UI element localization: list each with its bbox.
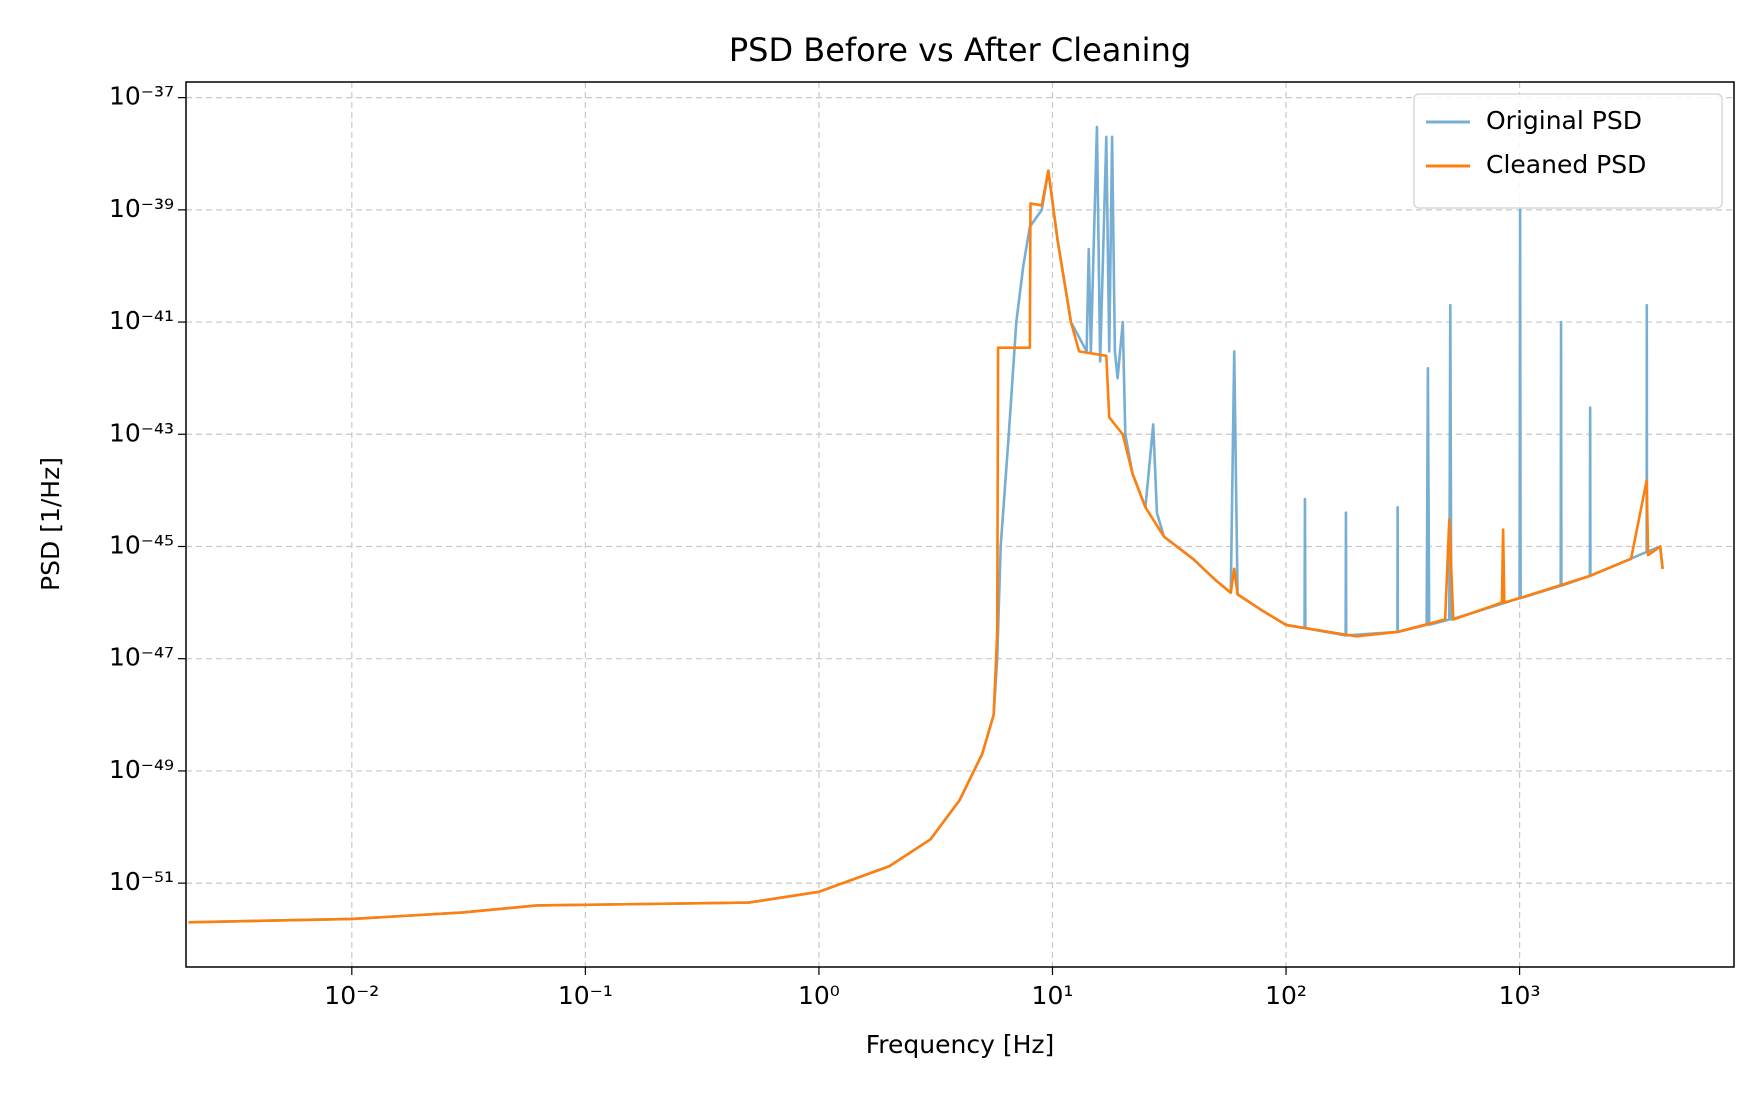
y-tick-label: 10⁻⁴⁷ bbox=[109, 643, 174, 672]
legend-label: Cleaned PSD bbox=[1486, 150, 1646, 179]
x-axis-label: Frequency [Hz] bbox=[866, 1030, 1055, 1059]
x-tick-label: 10³ bbox=[1499, 981, 1541, 1010]
y-axis-label: PSD [1/Hz] bbox=[36, 457, 65, 591]
x-tick-label: 10⁻² bbox=[324, 981, 379, 1010]
legend-label: Original PSD bbox=[1486, 106, 1642, 135]
y-tick-label: 10⁻⁴⁹ bbox=[109, 755, 174, 784]
y-tick-label: 10⁻³⁷ bbox=[109, 82, 174, 111]
x-tick-label: 10² bbox=[1265, 981, 1307, 1010]
x-tick-label: 10⁻¹ bbox=[558, 981, 613, 1010]
y-tick-label: 10⁻⁴¹ bbox=[109, 306, 174, 335]
y-tick-label: 10⁻³⁹ bbox=[109, 194, 174, 223]
series-line bbox=[188, 169, 1664, 924]
y-tick-label: 10⁻⁵¹ bbox=[109, 867, 174, 896]
x-tick-label: 10¹ bbox=[1032, 981, 1074, 1010]
legend-box bbox=[1413, 93, 1723, 209]
y-tick-label: 10⁻⁴⁵ bbox=[109, 530, 174, 559]
x-tick-label: 10⁰ bbox=[798, 981, 840, 1010]
chart-title: PSD Before vs After Cleaning bbox=[729, 31, 1191, 69]
series-line bbox=[188, 125, 1664, 924]
y-tick-label: 10⁻⁴³ bbox=[109, 418, 174, 447]
plot-frame bbox=[185, 81, 1735, 968]
